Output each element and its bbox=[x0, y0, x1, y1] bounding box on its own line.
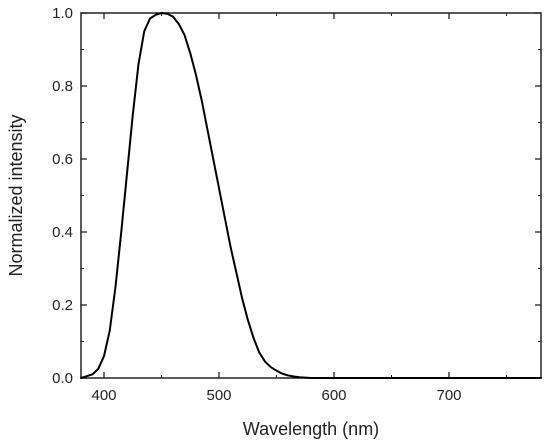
x-axis: 400 500 600 700 bbox=[91, 13, 507, 404]
y-tick-label: 1.0 bbox=[52, 5, 73, 22]
y-tick-label: 0.8 bbox=[52, 78, 73, 95]
plot-frame bbox=[80, 12, 542, 379]
y-axis: 0.0 0.2 0.4 0.6 0.8 1.0 bbox=[52, 5, 541, 387]
y-tick-label: 0.4 bbox=[52, 224, 73, 241]
y-tick-label: 0.0 bbox=[52, 370, 73, 387]
series-layer bbox=[80, 12, 542, 379]
y-axis-label: Normalized intensity bbox=[6, 114, 26, 276]
y-tick-label: 0.2 bbox=[52, 297, 73, 314]
x-tick-label: 600 bbox=[321, 387, 346, 404]
x-tick-label: 400 bbox=[91, 387, 116, 404]
plot-frame-group bbox=[80, 12, 542, 379]
x-tick-label: 700 bbox=[436, 387, 461, 404]
y-tick-label: 0.6 bbox=[52, 151, 73, 168]
spectrum-line bbox=[80, 12, 542, 379]
x-tick-label: 500 bbox=[206, 387, 231, 404]
x-axis-label: Wavelength (nm) bbox=[243, 419, 379, 439]
